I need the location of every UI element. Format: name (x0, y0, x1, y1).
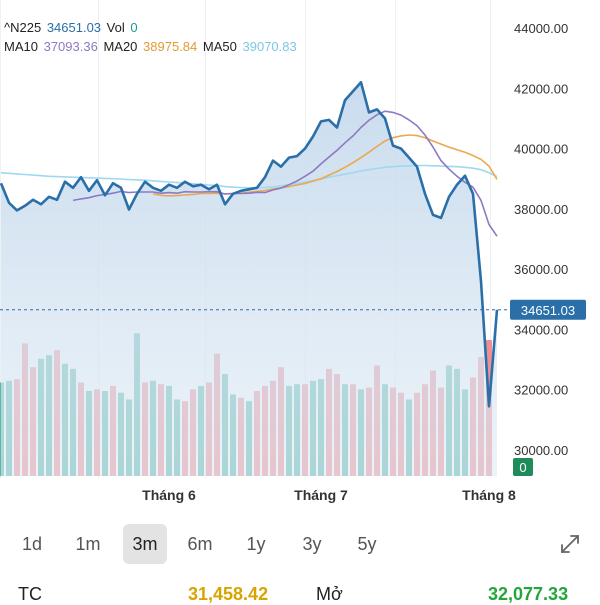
legend-symbol: ^N225 (4, 20, 42, 35)
legend-ma10-value: 37093.36 (43, 39, 98, 54)
axes: 44000.00 42000.00 40000.00 38000.00 36000.00… (142, 21, 568, 503)
legend-price: 34651.03 (46, 20, 102, 35)
tab-1d[interactable]: 1d (21, 534, 43, 554)
open-price-value: 32,077.33 (488, 584, 569, 604)
tags: 34651.03 0 (0, 299, 586, 476)
x-tick-label: Tháng 7 (294, 487, 348, 503)
legend-ma20-label: MA20 (103, 39, 138, 54)
current-volume-tag-bg (513, 458, 533, 476)
tab-5y[interactable]: 5y (357, 534, 377, 554)
reference-price-value: 31,458.42 (188, 584, 269, 604)
x-tick-label: Tháng 6 (142, 487, 196, 503)
tab-3m[interactable]: 3m (123, 524, 167, 564)
y-tick-label: 42000.00 (514, 81, 568, 96)
legend-ma20-value: 38975.84 (143, 39, 198, 54)
ma10-line (72, 110, 498, 237)
y-tick-label: 36000.00 (514, 262, 568, 277)
price-area-fill (1, 82, 497, 477)
legend-vol-label: Vol (106, 20, 125, 35)
tab-6m[interactable]: 6m (187, 534, 213, 554)
price-series (0, 81, 499, 408)
y-tick-label: 30000.00 (514, 443, 568, 458)
x-tick-label: Tháng 8 (462, 487, 516, 503)
open-price-label: Mở (316, 584, 343, 604)
legend-ma50-value: 39070.83 (242, 39, 297, 54)
current-volume-tag: 0 (519, 460, 526, 475)
price-area (1, 82, 497, 477)
y-tick-label: 38000.00 (514, 202, 568, 217)
tab-3y[interactable]: 3y (302, 534, 322, 554)
timeframe-tabs: 1d 1m 3m 6m 1y 3y 5y (10, 524, 590, 564)
legend-vol-value: 0 (130, 20, 138, 35)
current-price-tag: 34651.03 (521, 303, 575, 318)
expand-button[interactable] (550, 524, 590, 564)
current-price-tag-bg (510, 299, 586, 320)
ma20-line (152, 134, 498, 197)
legend-ma50-label: MA50 (202, 39, 237, 54)
price-chart[interactable]: 34651.03 0 44000.00 42000.00 40000.00 38000.… (0, 0, 600, 520)
y-tick-label: 32000.00 (514, 383, 568, 398)
tab-1m[interactable]: 1m (75, 534, 101, 554)
price-line (0, 81, 499, 408)
y-tick-label: 34000.00 (514, 322, 568, 337)
legend-row-ma: MA10 37093.36 MA20 38975.84 MA50 39070.8… (4, 39, 299, 54)
legend-row-price: ^N225 34651.03 Vol 0 (4, 20, 140, 35)
expand-icon (561, 535, 579, 553)
reference-price-label: TC (18, 584, 42, 604)
y-tick-label: 44000.00 (514, 21, 568, 36)
tab-1y[interactable]: 1y (246, 534, 266, 554)
legend-ma10-label: MA10 (4, 39, 38, 54)
y-tick-label: 40000.00 (514, 142, 568, 157)
